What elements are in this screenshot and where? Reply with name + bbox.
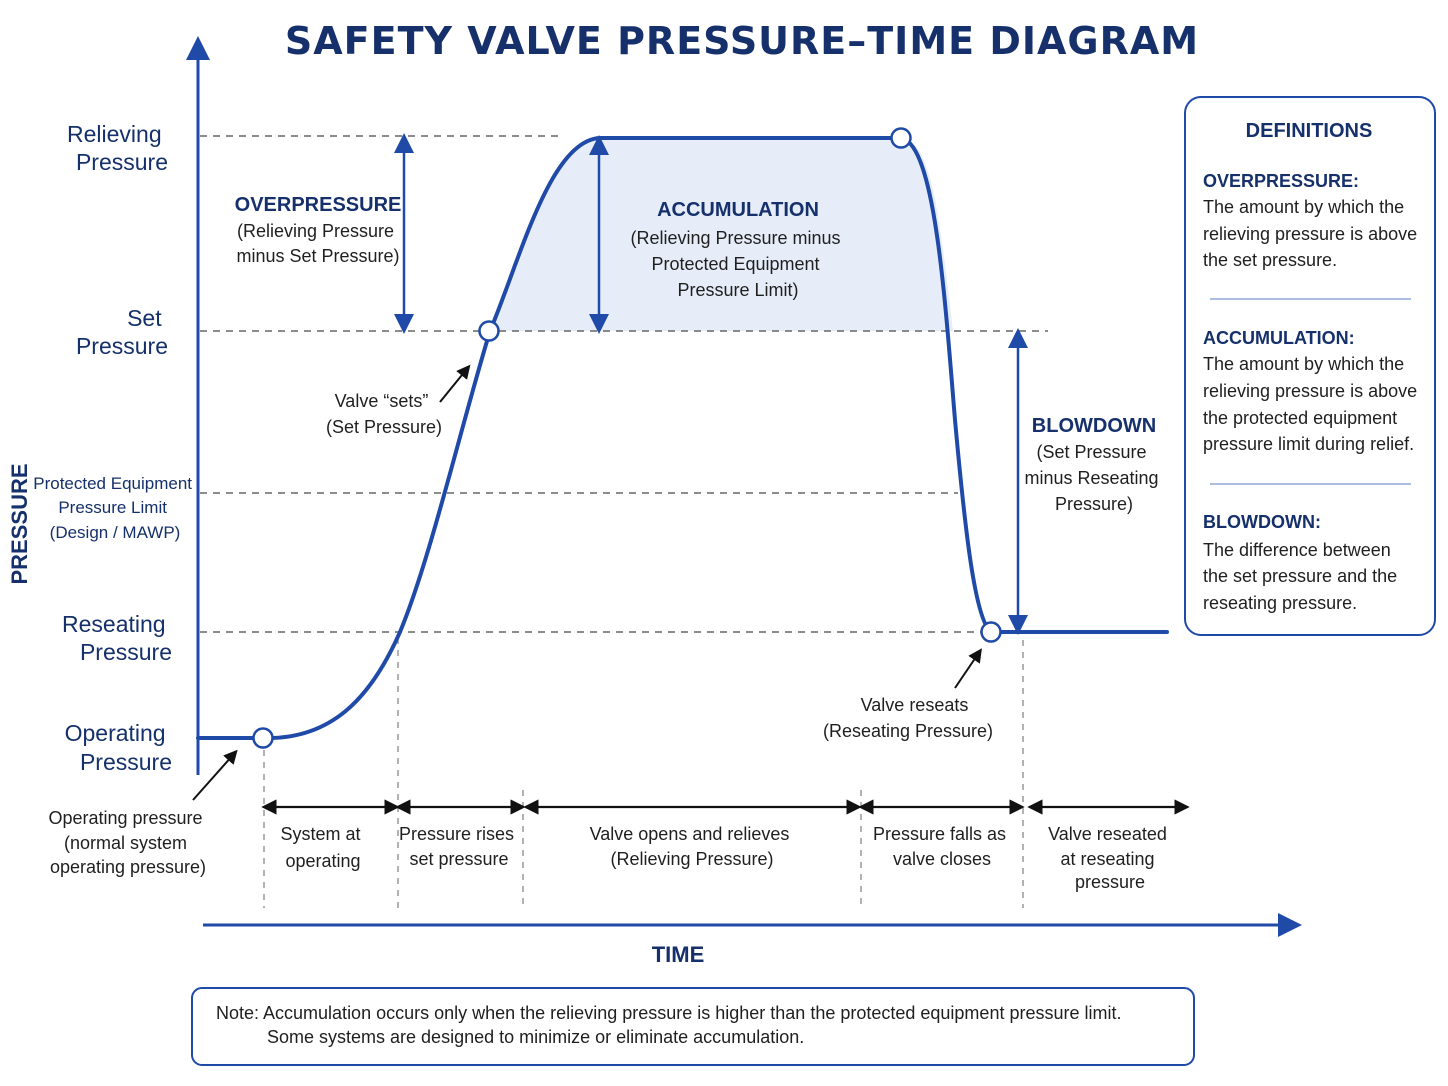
label-line: Pressure Limit: [58, 498, 167, 517]
desc-line: (Set Pressure: [1036, 442, 1146, 462]
label-line: Pressure: [76, 333, 168, 359]
note-line: Some systems are designed to minimize or…: [267, 1027, 804, 1047]
desc-line: The amount by which the: [1203, 197, 1404, 217]
valve-reseats-pointer: [954, 648, 982, 689]
label-line: Valve “sets”: [335, 391, 429, 411]
set-pressure-label: Set Pressure: [76, 305, 168, 359]
desc-line: reseating pressure.: [1203, 593, 1357, 613]
label-line: (Relieving Pressure): [610, 849, 773, 869]
label-line: Operating pressure: [48, 808, 202, 828]
blowdown-desc: (Set Pressure minus Reseating Pressure): [1024, 442, 1163, 514]
desc-line: minus Reseating: [1024, 468, 1158, 488]
label-line: set pressure: [409, 849, 508, 869]
level-lines: [200, 135, 1048, 633]
label-line: Valve opens and relieves: [590, 824, 790, 844]
diagram-title: SAFETY VALVE PRESSURE–TIME DIAGRAM: [285, 19, 1199, 63]
valve-sets-label: Valve “sets” (Set Pressure): [326, 391, 442, 437]
desc-line: minus Set Pressure): [236, 246, 399, 266]
accumulation-desc: (Relieving Pressure minus Protected Equi…: [630, 228, 845, 300]
desc-line: relieving pressure is above: [1203, 381, 1417, 401]
desc-line: The difference between: [1203, 540, 1391, 560]
label-line: (Design / MAWP): [50, 523, 181, 542]
operating-pointer: [192, 749, 238, 801]
definition-text: The difference between the set pressure …: [1203, 540, 1402, 613]
definition-text: The amount by which the relieving pressu…: [1203, 197, 1422, 270]
x-axis-title: TIME: [652, 942, 705, 967]
valve-sets-pointer: [439, 364, 471, 403]
label-line: (Reseating Pressure): [823, 721, 993, 741]
desc-line: the set pressure.: [1203, 250, 1337, 270]
desc-line: (Relieving Pressure minus: [630, 228, 840, 248]
phase-label-rising: Pressure rises set pressure: [399, 824, 519, 869]
note-text: Note: Accumulation occurs only when the …: [216, 1003, 1127, 1047]
label-line: System at: [280, 824, 360, 844]
phase-label-reseated: Valve reseated at reseating pressure: [1048, 824, 1172, 892]
desc-line: Pressure Limit): [677, 280, 798, 300]
label-line: Set: [127, 305, 162, 331]
reseat-point-marker: [980, 621, 1002, 643]
label-line: (Set Pressure): [326, 417, 442, 437]
desc-line: The amount by which the: [1203, 354, 1404, 374]
label-line: Pressure falls as: [873, 824, 1006, 844]
label-line: pressure: [1075, 872, 1145, 892]
relieving-point-marker: [890, 127, 912, 149]
relieving-pressure-label: Relieving Pressure: [67, 121, 168, 175]
desc-line: the set pressure and the: [1203, 566, 1397, 586]
label-line: Relieving: [67, 121, 162, 147]
pressure-curve: [196, 136, 1169, 741]
definitions-panel: [1184, 96, 1436, 636]
definition-term: BLOWDOWN:: [1203, 512, 1321, 532]
desc-line: relieving pressure is above: [1203, 224, 1417, 244]
reseating-pressure-label: Reseating Pressure: [62, 611, 172, 665]
phase-label-operating: System at operating: [280, 824, 365, 871]
definition-text: The amount by which the relieving pressu…: [1203, 354, 1422, 454]
label-line: Valve reseated: [1048, 824, 1167, 844]
overpressure-title: OVERPRESSURE: [235, 194, 402, 216]
note-box: [191, 987, 1195, 1066]
note-line: Note: Accumulation occurs only when the …: [216, 1003, 1121, 1023]
label-line: valve closes: [893, 849, 991, 869]
desc-line: the protected equipment: [1203, 408, 1397, 428]
protected-limit-label: Protected Equipment Pressure Limit (Desi…: [33, 474, 197, 542]
desc-line: pressure limit during relief.: [1203, 434, 1414, 454]
operating-point-marker: [252, 727, 274, 749]
phase-label-falling: Pressure falls as valve closes: [873, 824, 1011, 869]
label-line: Protected Equipment: [33, 474, 192, 493]
label-line: operating: [285, 851, 360, 871]
desc-line: (Relieving Pressure: [237, 221, 394, 241]
y-axis-title: PRESSURE: [7, 463, 32, 584]
definition-term: ACCUMULATION:: [1203, 328, 1355, 348]
desc-line: Protected Equipment: [651, 254, 819, 274]
label-line: Pressure: [76, 149, 168, 175]
overpressure-desc: (Relieving Pressure minus Set Pressure): [236, 221, 399, 266]
label-line: Pressure: [80, 749, 172, 775]
label-line: at reseating: [1060, 849, 1154, 869]
label-line: Operating: [65, 720, 166, 746]
blowdown-title: BLOWDOWN: [1032, 415, 1156, 437]
phase-label-relieving: Valve opens and relieves (Relieving Pres…: [590, 824, 795, 869]
set-point-marker: [478, 320, 500, 342]
label-line: Reseating: [62, 611, 166, 637]
phase-lines: [263, 638, 1024, 908]
valve-reseats-label: Valve reseats (Reseating Pressure): [823, 695, 993, 741]
definitions-title: DEFINITIONS: [1246, 120, 1373, 142]
desc-line: Pressure): [1055, 494, 1133, 514]
label-line: Pressure rises: [399, 824, 514, 844]
label-line: (normal system: [64, 833, 187, 853]
label-line: Valve reseats: [861, 695, 969, 715]
operating-note: Operating pressure (normal system operat…: [48, 808, 207, 877]
label-line: operating pressure): [50, 857, 206, 877]
operating-pressure-label: Operating Pressure: [65, 720, 172, 775]
label-line: Pressure: [80, 639, 172, 665]
accumulation-title: ACCUMULATION: [657, 199, 819, 221]
definition-term: OVERPRESSURE:: [1203, 171, 1359, 191]
